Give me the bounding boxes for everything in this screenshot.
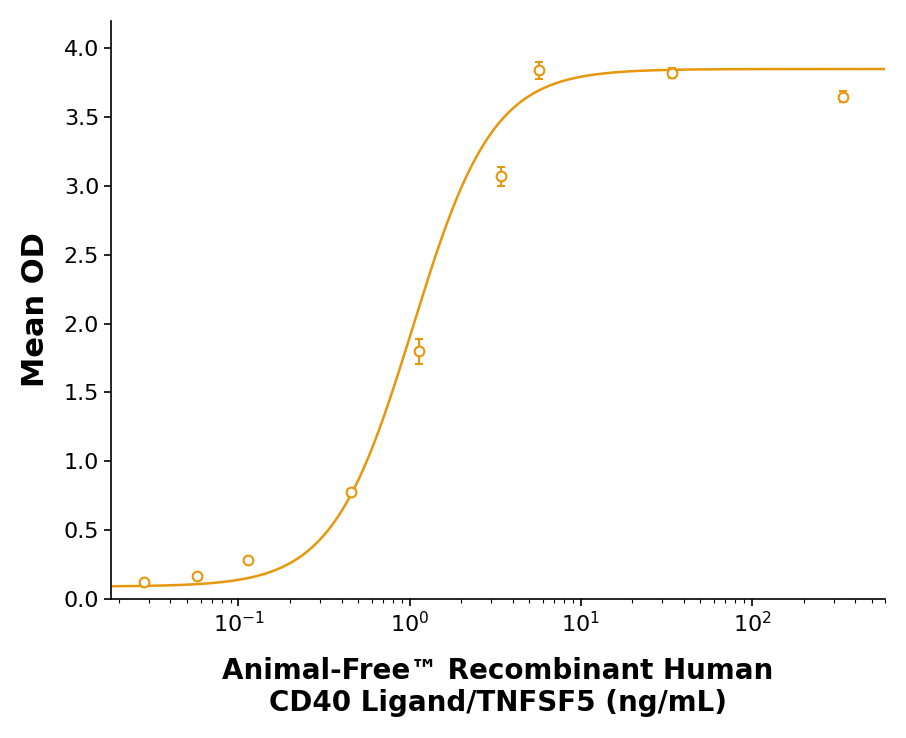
Y-axis label: Mean OD: Mean OD — [21, 232, 50, 387]
X-axis label: Animal-Free™ Recombinant Human
CD40 Ligand/TNFSF5 (ng/mL): Animal-Free™ Recombinant Human CD40 Liga… — [223, 657, 774, 717]
